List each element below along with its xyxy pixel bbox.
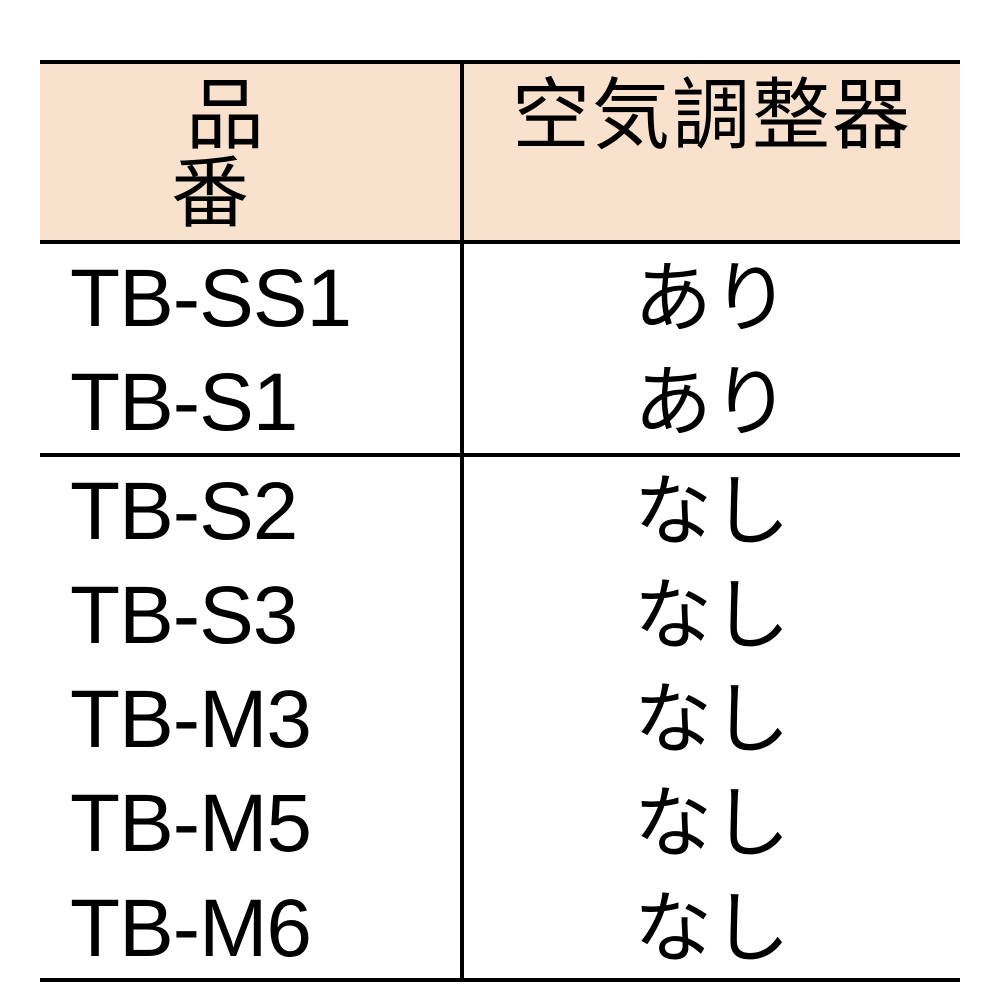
cell-product-number: TB-M6 [40, 874, 460, 978]
cell-product-number: TB-M5 [40, 769, 460, 873]
table-row: TB-S2 なし [40, 457, 960, 561]
cell-product-number: TB-S1 [40, 348, 460, 452]
cell-air-regulator: あり [460, 244, 960, 348]
cell-air-regulator: なし [460, 561, 960, 665]
cell-product-number: TB-M3 [40, 665, 460, 769]
header-product-number: 品 番 [40, 64, 460, 240]
table-row: TB-S3 なし [40, 561, 960, 665]
table-header-row: 品 番 空気調整器 [40, 60, 960, 244]
cell-air-regulator: なし [460, 665, 960, 769]
table-group-2: TB-S2 なし TB-S3 なし TB-M3 なし TB-M5 なし TB-M… [40, 457, 960, 982]
header-air-regulator: 空気調整器 [460, 64, 960, 240]
cell-product-number: TB-S2 [40, 457, 460, 561]
cell-product-number: TB-SS1 [40, 244, 460, 348]
cell-air-regulator: なし [460, 769, 960, 873]
table-row: TB-M6 なし [40, 874, 960, 978]
cell-air-regulator: なし [460, 874, 960, 978]
table-row: TB-SS1 あり [40, 244, 960, 348]
table-row: TB-M5 なし [40, 769, 960, 873]
table-row: TB-S1 あり [40, 348, 960, 452]
cell-air-regulator: なし [460, 457, 960, 561]
cell-product-number: TB-S3 [40, 561, 460, 665]
table-group-1: TB-SS1 あり TB-S1 あり [40, 244, 960, 457]
table-row: TB-M3 なし [40, 665, 960, 769]
cell-air-regulator: あり [460, 348, 960, 452]
product-table: 品 番 空気調整器 TB-SS1 あり TB-S1 あり TB-S2 なし TB… [40, 60, 960, 982]
